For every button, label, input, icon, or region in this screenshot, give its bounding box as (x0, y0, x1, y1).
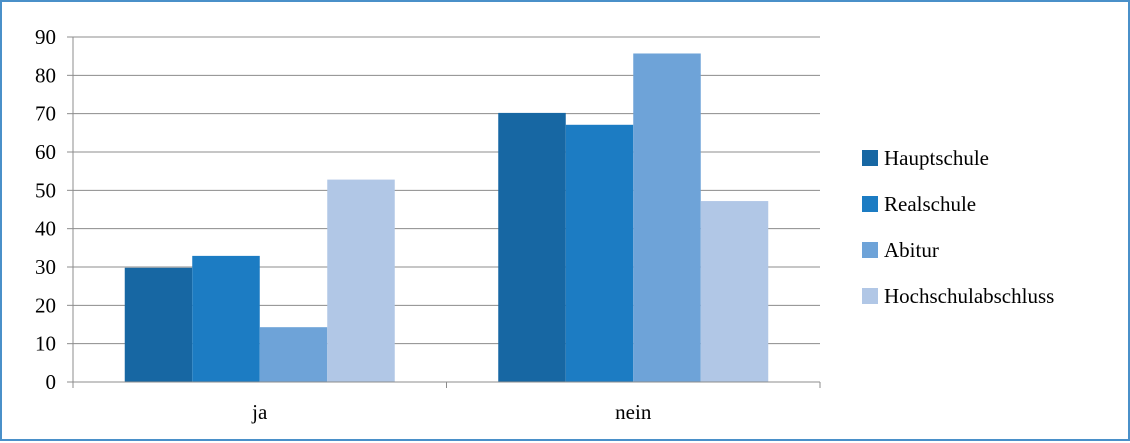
y-tick-label: 30 (35, 255, 56, 279)
legend: Hauptschule Realschule Abitur Hochschulabsc… (862, 146, 1054, 308)
y-tick-label: 0 (46, 370, 57, 394)
axes (67, 36, 821, 388)
legend-label: Abitur (884, 238, 939, 262)
y-tick-label: 90 (35, 25, 56, 49)
legend-swatch (862, 242, 878, 258)
bar-abitur-nein (633, 53, 701, 382)
x-category-label: ja (251, 400, 268, 424)
legend-label: Hochschulabschluss (884, 284, 1054, 308)
legend-label: Realschule (884, 192, 976, 216)
legend-swatch (862, 288, 878, 304)
bar-abitur-ja (259, 327, 328, 382)
bar-realschule-nein (565, 124, 634, 383)
bar-hauptschule-ja (124, 267, 193, 382)
y-tick-label: 50 (35, 178, 56, 202)
x-category-label: nein (615, 400, 652, 424)
bars (124, 53, 769, 383)
legend-label: Hauptschule (884, 146, 989, 170)
bar-hauptschule-nein (498, 112, 566, 383)
bar-hochschulabschluss-nein (700, 201, 769, 382)
bar-hochschulabschluss-ja (327, 179, 395, 382)
y-tick-label: 20 (35, 293, 56, 317)
y-tick-label: 70 (35, 102, 56, 126)
x-axis-labels: ja nein (251, 400, 652, 424)
y-tick-label: 80 (35, 63, 56, 87)
bar-realschule-ja (192, 255, 260, 382)
y-axis-ticks: 0 10 20 30 40 50 60 70 80 90 (35, 25, 56, 394)
legend-swatch (862, 196, 878, 212)
legend-swatch (862, 150, 878, 166)
y-tick-label: 10 (35, 332, 56, 356)
y-tick-label: 40 (35, 217, 56, 241)
y-tick-label: 60 (35, 140, 56, 164)
